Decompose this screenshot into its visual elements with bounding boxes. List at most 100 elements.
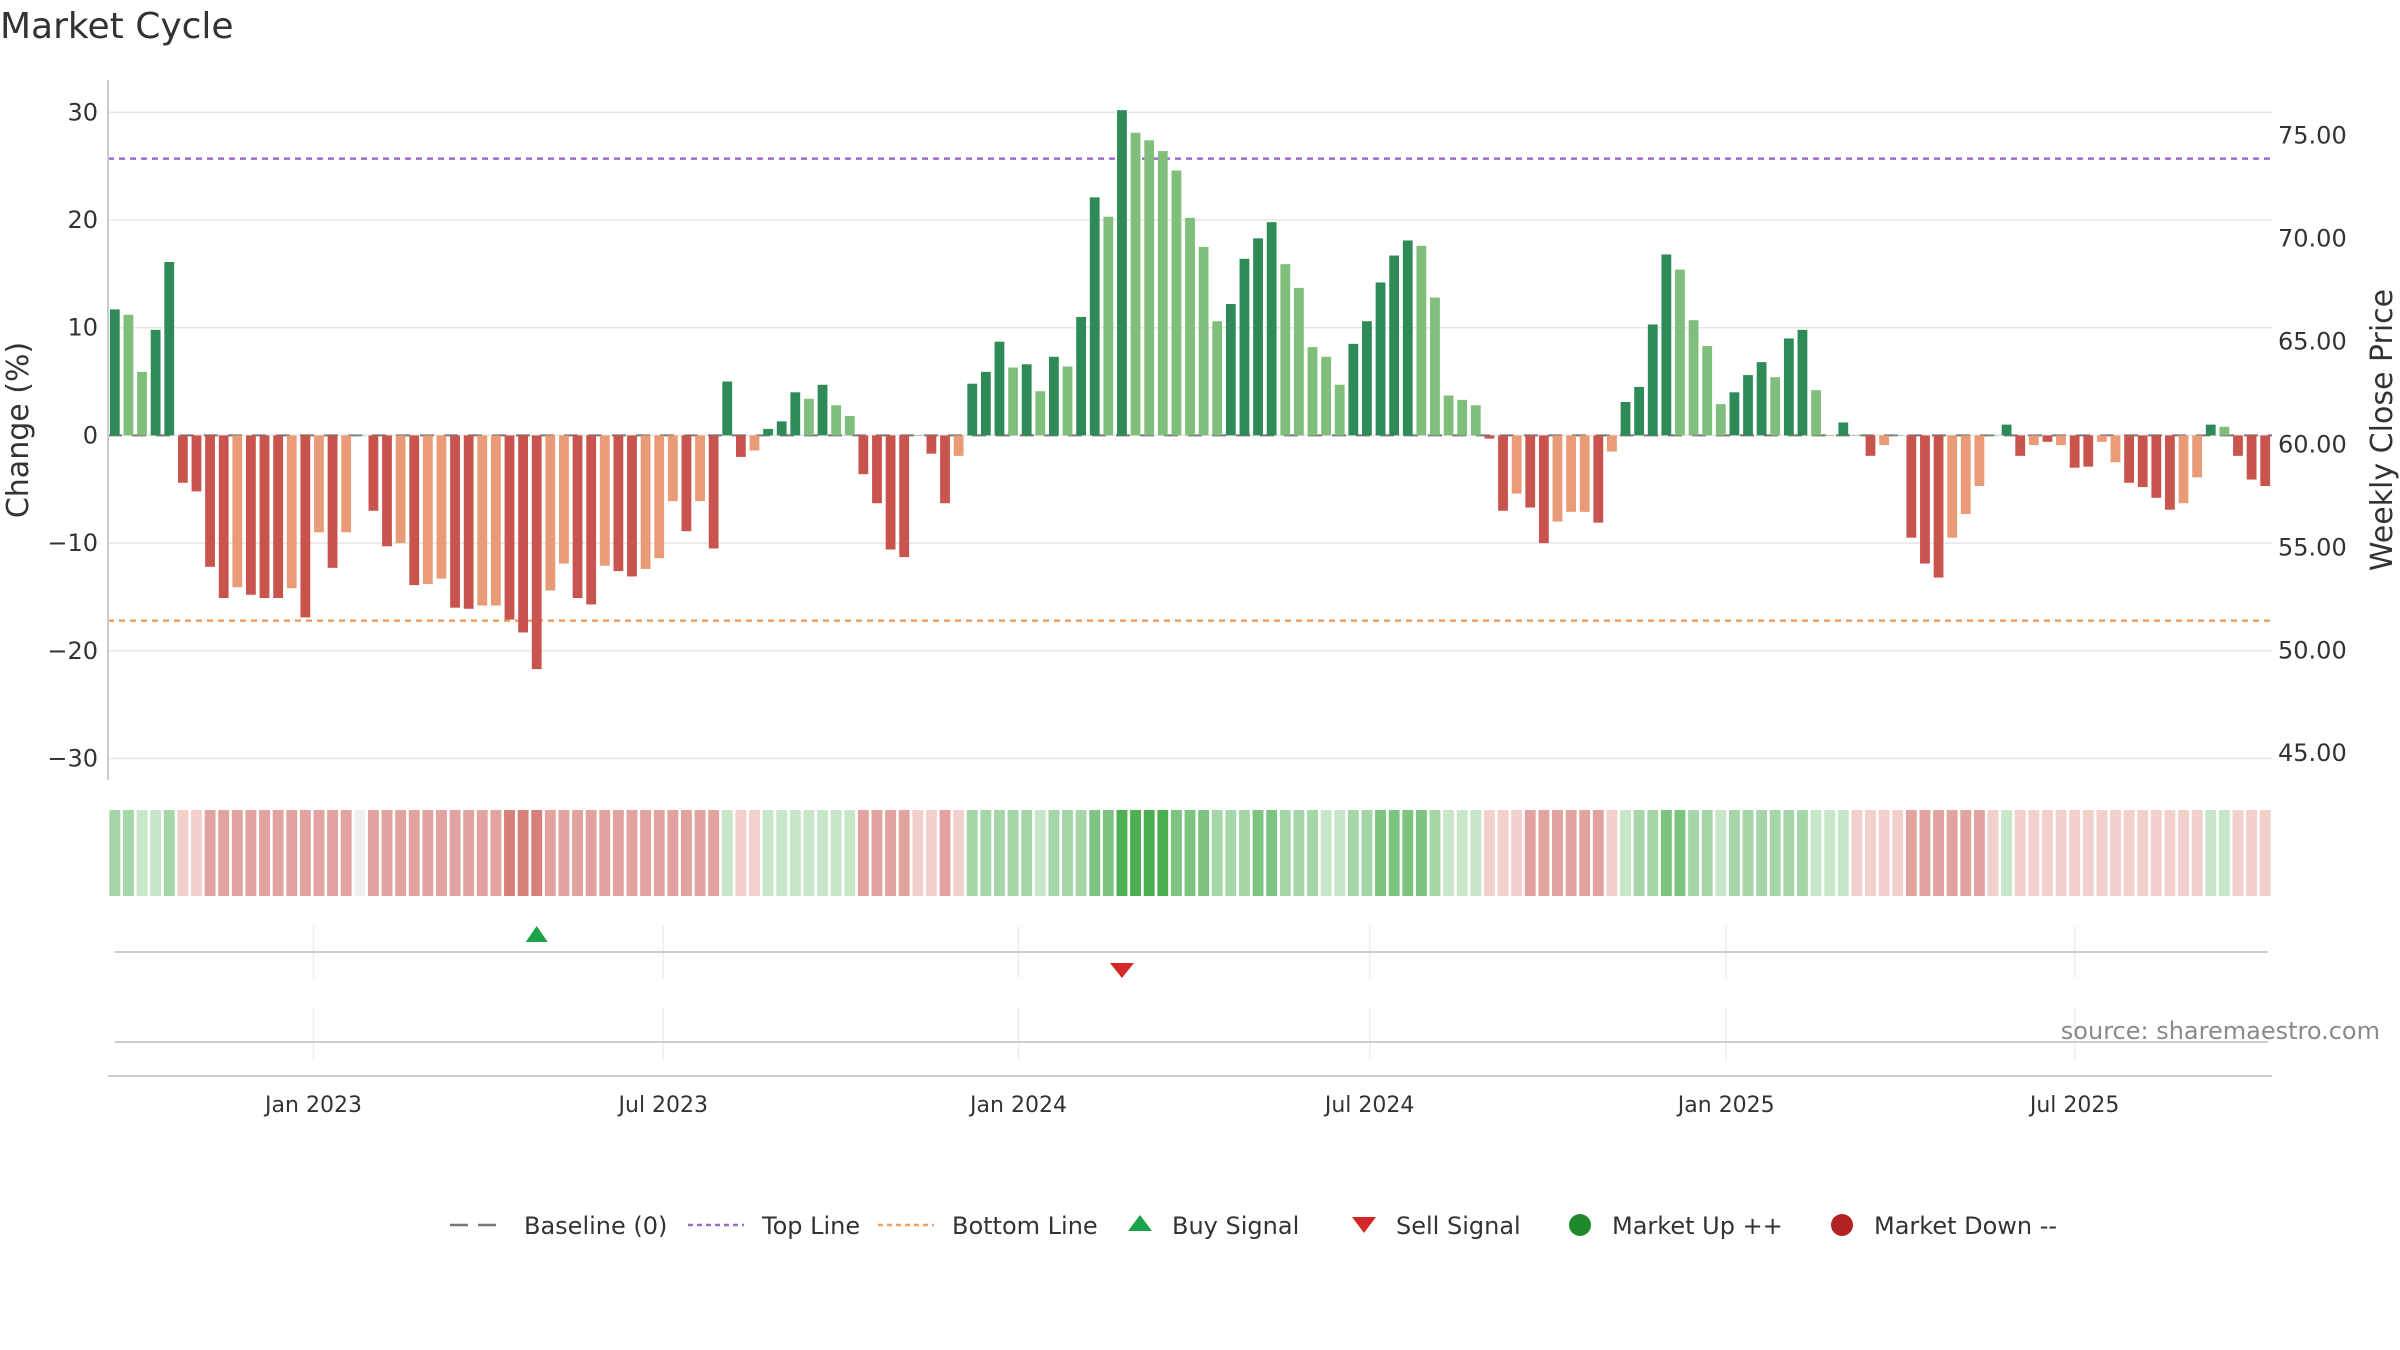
change-bar xyxy=(1634,386,1645,436)
change-bar xyxy=(1008,367,1018,436)
change-bar xyxy=(1280,264,1291,436)
change-bar xyxy=(1579,435,1590,512)
heat-cell xyxy=(2205,810,2217,896)
heat-cell xyxy=(2041,810,2053,896)
heat-cell xyxy=(408,810,420,896)
heat-cell xyxy=(1824,810,1836,896)
legend: Baseline (0) Top Line Bottom Line Buy Signa… xyxy=(450,1212,2057,1240)
change-bar xyxy=(164,262,175,436)
change-bar xyxy=(232,435,243,588)
change-bar xyxy=(2178,435,2189,504)
change-bar xyxy=(980,371,991,436)
change-bar xyxy=(2260,435,2271,486)
date-tick-label: Jul 2023 xyxy=(617,1093,709,1118)
heat-cell xyxy=(1293,810,1305,896)
heat-cell xyxy=(1307,810,1318,896)
change-bar xyxy=(1375,282,1386,436)
change-bar xyxy=(1811,390,1821,436)
legend-label: Baseline (0) xyxy=(524,1212,667,1240)
heat-cell xyxy=(1633,810,1645,896)
heat-cell xyxy=(830,810,842,896)
heat-cell xyxy=(150,810,162,896)
heat-cell xyxy=(708,810,720,896)
change-bar xyxy=(2233,435,2243,456)
heat-cell xyxy=(1225,810,1237,896)
change-bar xyxy=(2028,435,2039,446)
change-bar xyxy=(804,398,814,436)
heat-cell xyxy=(1647,810,1659,896)
heat-cell xyxy=(626,810,638,896)
heat-cell xyxy=(1620,810,1631,896)
change-bar xyxy=(667,435,678,502)
legend-item-top: Top Line xyxy=(688,1212,860,1240)
change-bar xyxy=(1756,362,1767,436)
change-bar xyxy=(1416,245,1427,436)
change-bar xyxy=(409,435,420,586)
change-bar xyxy=(1470,405,1481,436)
change-bar xyxy=(1661,254,1672,436)
heat-cell xyxy=(953,810,965,896)
heat-cell xyxy=(1429,810,1441,896)
heat-cell xyxy=(504,810,515,896)
chart-title: Market Cycle xyxy=(0,6,234,47)
heat-cell xyxy=(381,810,393,896)
heat-cell xyxy=(1933,810,1944,896)
change-bar xyxy=(1593,435,1604,523)
buy-signal-marker xyxy=(525,926,548,942)
change-bar xyxy=(1021,364,1032,436)
heat-cell xyxy=(2259,810,2271,896)
change-bar xyxy=(627,435,637,577)
heat-cell xyxy=(925,810,937,896)
heat-cell xyxy=(2178,810,2189,896)
change-bar xyxy=(885,435,896,550)
heat-cell xyxy=(245,810,257,896)
y2-tick-label: 55.00 xyxy=(2278,533,2347,561)
heat-cell xyxy=(2001,810,2013,896)
heat-cell xyxy=(2082,810,2094,896)
change-bar xyxy=(1675,269,1685,436)
legend-item-sell: Sell Signal xyxy=(1352,1212,1521,1240)
change-bar xyxy=(2192,435,2203,478)
change-bar xyxy=(382,435,392,547)
change-bar xyxy=(341,435,352,533)
change-bar xyxy=(109,309,120,436)
change-bar xyxy=(1688,320,1699,436)
heat-cell xyxy=(1797,810,1808,896)
change-bar xyxy=(1307,347,1318,436)
heat-cell xyxy=(1361,810,1373,896)
change-bar xyxy=(327,435,338,568)
heat-cell xyxy=(1170,810,1182,896)
heat-cell xyxy=(1606,810,1618,896)
heat-cell xyxy=(1674,810,1686,896)
heat-cell xyxy=(994,810,1005,896)
heat-cell xyxy=(871,810,883,896)
heat-cell xyxy=(1865,810,1876,896)
change-bar xyxy=(1743,375,1753,436)
change-bar xyxy=(1797,329,1808,436)
change-bar xyxy=(1348,343,1359,436)
change-bar xyxy=(205,435,215,567)
change-bar xyxy=(1144,140,1155,436)
heat-cell xyxy=(1973,810,1985,896)
change-bar xyxy=(2001,424,2012,436)
change-bar xyxy=(967,383,978,436)
legend-label: Buy Signal xyxy=(1172,1212,1299,1240)
change-bar xyxy=(2124,435,2134,483)
heat-cell xyxy=(1007,810,1019,896)
change-bar xyxy=(749,435,760,451)
change-bar xyxy=(1171,170,1182,436)
heat-cell xyxy=(1905,810,1917,896)
heat-cell xyxy=(1960,810,1972,896)
heat-cell xyxy=(476,810,488,896)
change-bar xyxy=(2069,435,2080,468)
change-bar xyxy=(1892,435,1903,436)
heat-cell xyxy=(2218,810,2230,896)
legend-label: Top Line xyxy=(761,1212,860,1240)
change-bar xyxy=(953,435,964,456)
change-bar xyxy=(531,435,542,670)
legend-label: Sell Signal xyxy=(1396,1212,1521,1240)
change-bar xyxy=(1185,217,1195,436)
change-bar xyxy=(150,329,161,436)
change-bar xyxy=(1538,435,1549,544)
heat-cell xyxy=(1089,810,1101,896)
